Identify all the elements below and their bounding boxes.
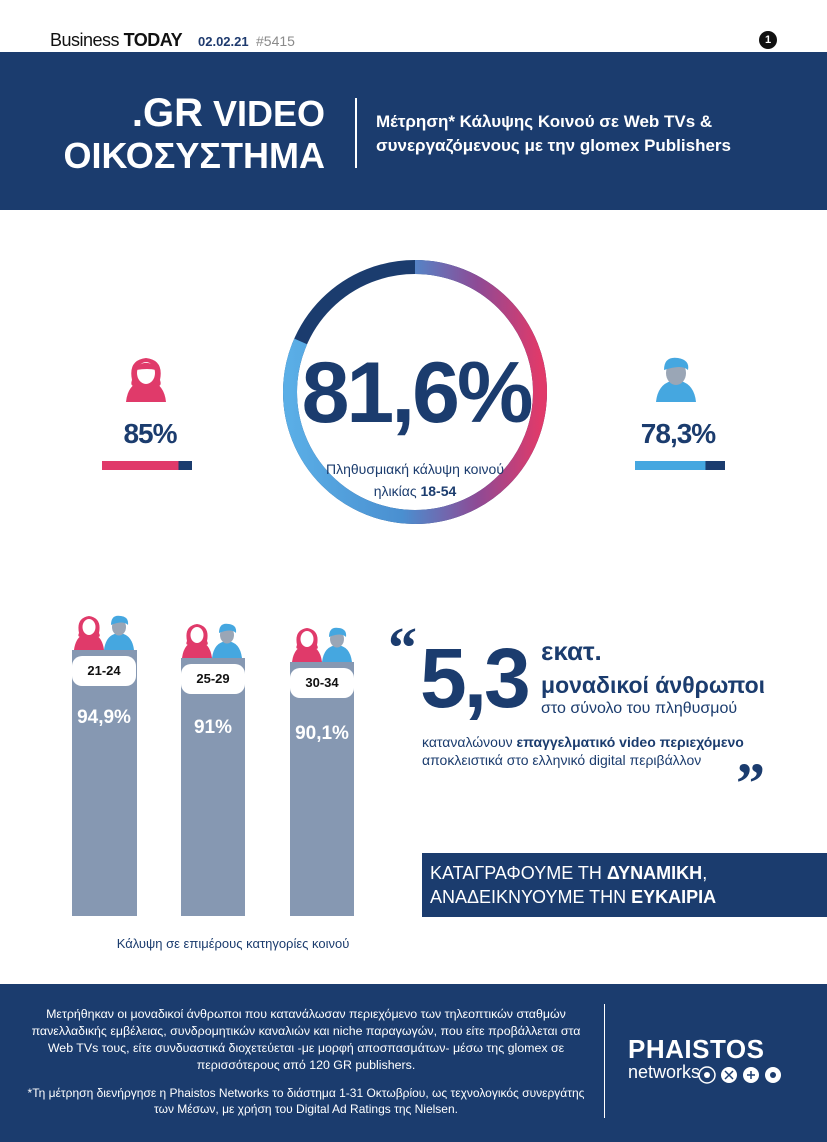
page-title: .GR VIDEO ΟΙΚΟΣΥΣΤΗΜΑ bbox=[63, 91, 325, 176]
female-coverage-bar bbox=[102, 461, 179, 470]
age-column-25-29 bbox=[181, 658, 245, 916]
footer: Μετρήθηκαν οι μοναδικοί άνθρωποι που κατ… bbox=[0, 984, 827, 1142]
phaistos-logo: PHAISTOS bbox=[628, 1034, 765, 1064]
quote-close-mark: ” bbox=[736, 751, 765, 816]
consume-text-line2: αποκλειστικά στο ελληνικό digital περιβά… bbox=[422, 752, 702, 768]
header-banner: .GR VIDEO ΟΙΚΟΣΥΣΤΗΜΑ Μέτρηση* Κάλυψης Κ… bbox=[0, 52, 827, 210]
page-number-badge: 1 bbox=[759, 31, 777, 49]
quote-open-mark: “ bbox=[388, 615, 417, 680]
man-icon bbox=[656, 357, 696, 402]
male-coverage-bar bbox=[635, 461, 706, 470]
unique-people-sublabel: στο σύνολο του πληθυσμού bbox=[541, 700, 738, 717]
header-subtitle: Μέτρηση* Κάλυψης Κοινού σε Web TVs & συν… bbox=[376, 112, 731, 155]
age-label: 21-24 bbox=[72, 656, 136, 686]
unique-people-number: 5,3 bbox=[420, 631, 531, 725]
age-coverage-value: 91% bbox=[193, 717, 233, 738]
age-coverage-value: 90,1% bbox=[295, 723, 349, 744]
unique-people-unit: εκατ. bbox=[541, 636, 602, 666]
consume-text: καταναλώνουν επαγγελματικό video περιεχό… bbox=[422, 734, 744, 750]
age-coverage-value: 94,9% bbox=[77, 707, 131, 728]
age-column-30-34 bbox=[290, 662, 354, 916]
methodology-text: Μετρήθηκαν οι μοναδικοί άνθρωποι που κατ… bbox=[31, 1007, 581, 1072]
couple-icon bbox=[292, 627, 352, 662]
phaistos-disc-icons bbox=[698, 1066, 781, 1084]
age-column-21-24 bbox=[72, 650, 137, 916]
unique-people-label: μοναδικοί άνθρωποι bbox=[541, 672, 766, 698]
brand-logo: Business TODAY bbox=[50, 30, 183, 50]
age-label: 25-29 bbox=[181, 664, 245, 694]
age-label: 30-34 bbox=[290, 668, 354, 698]
methodology-footnote: *Τη μέτρηση διενήργησε η Phaistos Networ… bbox=[27, 1086, 585, 1116]
phaistos-logo-sub: networks bbox=[628, 1062, 701, 1082]
male-coverage-value: 78,3% bbox=[640, 418, 716, 449]
woman-icon bbox=[126, 358, 166, 402]
coverage-ring bbox=[283, 260, 547, 524]
couple-icon bbox=[74, 615, 134, 650]
slogan-box: ΚΑΤΑΓΡΑΦΟΥΜΕ ΤΗ ΔΥΝΑΜΙΚΗ, ΑΝΑΔΕΙΚΝΥΟΥΜΕ … bbox=[422, 853, 827, 917]
issue-number: #5415 bbox=[256, 33, 295, 49]
footer-divider bbox=[604, 1004, 605, 1118]
total-coverage-value: 81,6% bbox=[301, 345, 534, 441]
issue-date: 02.02.21 bbox=[198, 34, 249, 49]
female-coverage-value: 85% bbox=[123, 418, 177, 449]
top-bar: Business TODAY 02.02.21 #5415 1 bbox=[0, 0, 827, 52]
couple-icon bbox=[182, 623, 242, 658]
total-coverage-caption: Πληθυσμιακή κάλυψη κοινού ηλικίας 18-54 bbox=[326, 461, 504, 499]
header-divider bbox=[355, 98, 357, 168]
age-groups-caption: Κάλυψη σε επιμέρους κατηγορίες κοινού bbox=[116, 936, 350, 951]
